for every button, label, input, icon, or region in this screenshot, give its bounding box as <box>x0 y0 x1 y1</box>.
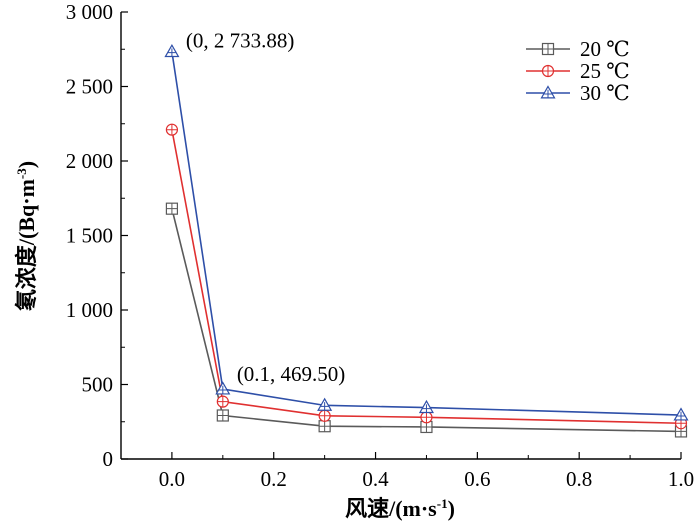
series-line <box>171 208 682 433</box>
x-tick-label: 0.4 <box>362 467 389 491</box>
series-line <box>171 51 682 416</box>
data-point-cross <box>420 411 432 423</box>
legend-marker-cross <box>542 43 554 55</box>
y-axis-title: 氡浓度/(Bq·m-3) <box>14 161 39 311</box>
x-tick-label: 0.8 <box>566 467 592 491</box>
data-point-cross <box>218 385 227 394</box>
data-point-cross <box>217 409 229 421</box>
legend-label: 20 ℃ <box>580 37 630 61</box>
y-tick-label: 0 <box>103 447 114 471</box>
x-tick-label: 1.0 <box>668 467 694 491</box>
legend-label: 30 ℃ <box>580 81 630 105</box>
data-point-cross <box>168 48 176 57</box>
data-point-cross <box>422 404 431 413</box>
data-point-cross <box>320 402 329 411</box>
data-point-cross <box>166 203 178 215</box>
y-tick-label: 500 <box>82 373 114 397</box>
data-point-cross <box>166 124 178 136</box>
axes: 0 500 1 000 1 500 2 000 2 500 3 000 0.0 0.2 0.4 0.… <box>66 0 694 491</box>
y-tick-label: 2 000 <box>66 149 113 173</box>
data-point-cross <box>677 411 685 420</box>
series-0 <box>165 202 688 438</box>
y-tick-label: 2 500 <box>66 75 113 99</box>
legend-label: 25 ℃ <box>580 59 630 83</box>
series-layer <box>164 43 689 438</box>
y-tick-label: 1 000 <box>66 298 113 322</box>
x-axis-title: 风速/(m·s-1) <box>345 496 455 521</box>
annotation-label: (0, 2 733.88) <box>186 29 295 53</box>
x-tick-label: 0.2 <box>261 467 287 491</box>
data-point-cross <box>319 420 331 432</box>
x-tick-label: 0.0 <box>159 467 185 491</box>
x-tick-label: 0.6 <box>464 467 490 491</box>
data-point-cross <box>319 410 331 422</box>
data-point-cross <box>217 396 229 408</box>
annotations: (0, 2 733.88) (0.1, 469.50) <box>186 29 345 386</box>
series-2 <box>164 43 689 421</box>
legend: 20 ℃25 ℃30 ℃ <box>526 37 630 105</box>
legend-marker-cross <box>542 65 554 77</box>
y-tick-label: 3 000 <box>66 0 113 24</box>
legend-marker-cross <box>544 89 552 98</box>
annotation-label: (0.1, 469.50) <box>237 362 346 386</box>
y-tick-label: 1 500 <box>66 224 113 248</box>
